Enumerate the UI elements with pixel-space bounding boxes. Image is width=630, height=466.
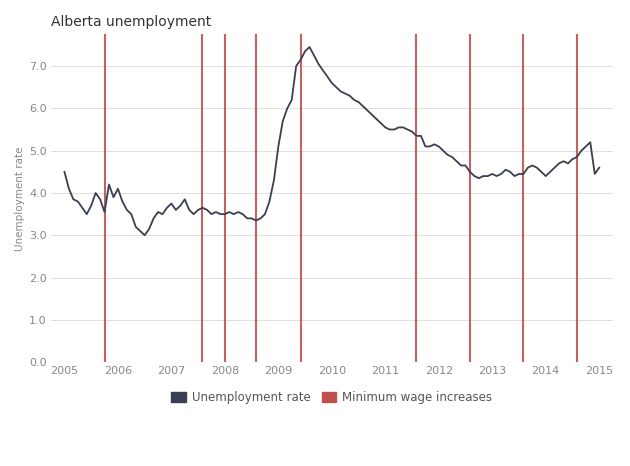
Text: Alberta unemployment: Alberta unemployment [51,15,211,29]
Y-axis label: Unemployment rate: Unemployment rate [15,146,25,251]
Legend: Unemployment rate, Minimum wage increases: Unemployment rate, Minimum wage increase… [167,386,497,409]
